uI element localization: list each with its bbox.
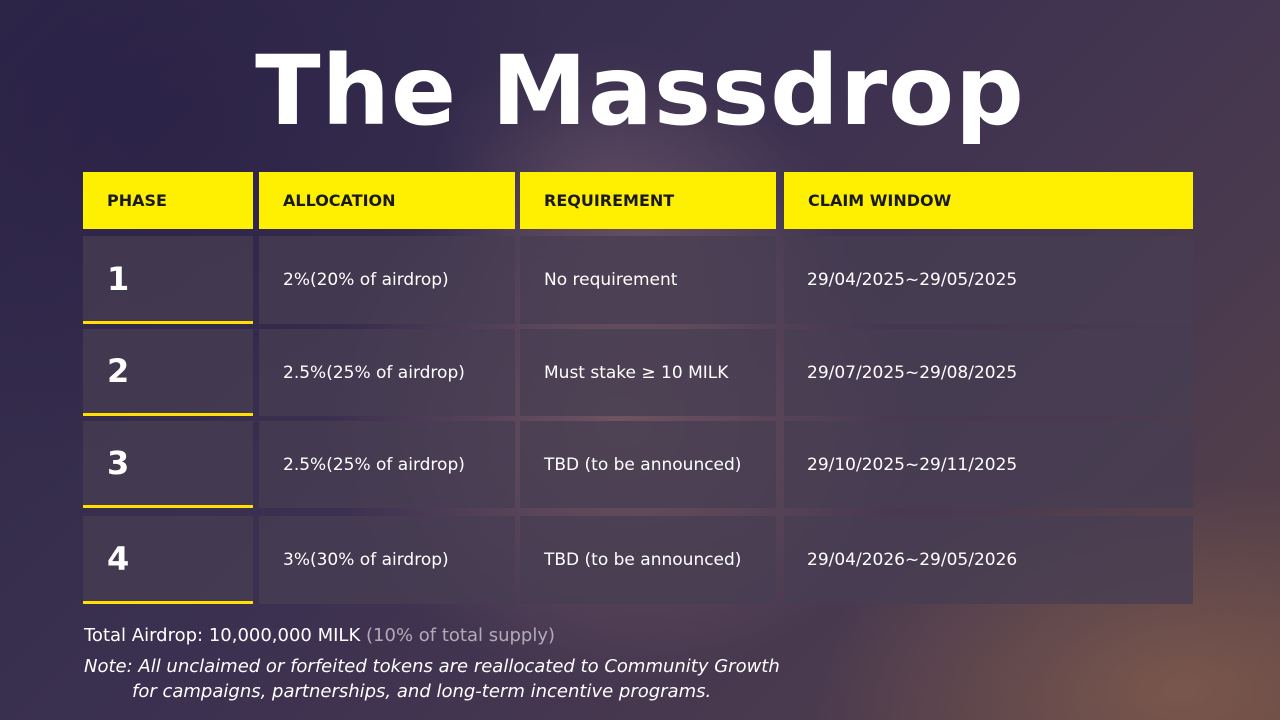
note-line-2: for campaigns, partnerships, and long-te… (132, 681, 712, 702)
table-cell-requirement: TBD (to be announced) (520, 421, 776, 508)
table-cell-claim-window: 29/04/2026~29/05/2026 (784, 516, 1193, 604)
requirement-text: Must stake ≥ 10 MILK (544, 362, 729, 383)
table-cell-allocation: 2%(20% of airdrop) (259, 236, 515, 324)
allocation-text: 2.5%(25% of airdrop) (283, 454, 465, 475)
header-allocation: ALLOCATION (259, 172, 515, 229)
phase-number: 2 (107, 352, 130, 390)
table-cell-allocation: 3%(30% of airdrop) (259, 516, 515, 604)
table-cell-allocation: 2.5%(25% of airdrop) (259, 329, 515, 416)
allocation-text: 2%(20% of airdrop) (283, 270, 449, 290)
requirement-text: TBD (to be announced) (544, 454, 742, 475)
claim-window-text: 29/04/2025~29/05/2025 (807, 270, 1018, 290)
table-cell-allocation: 2.5%(25% of airdrop) (259, 421, 515, 508)
table-cell-claim-window: 29/07/2025~29/08/2025 (784, 329, 1193, 416)
allocation-text: 2.5%(25% of airdrop) (283, 362, 465, 383)
requirement-text: TBD (to be announced) (544, 550, 742, 570)
table-row-phase: 4 (83, 516, 253, 604)
claim-window-text: 29/10/2025~29/11/2025 (807, 454, 1018, 475)
table-cell-claim-window: 29/04/2025~29/05/2025 (784, 236, 1193, 324)
table-cell-requirement: No requirement (520, 236, 776, 324)
table-cell-claim-window: 29/10/2025~29/11/2025 (784, 421, 1193, 508)
header-requirement: REQUIREMENT (520, 172, 776, 229)
requirement-text: No requirement (544, 270, 678, 290)
table-row-phase: 3 (83, 421, 253, 508)
total-supply-note: (10% of total supply) (366, 625, 556, 646)
total-airdrop: Total Airdrop: 10,000,000 MILK (10% of t… (84, 624, 555, 648)
page-title: The Massdrop (255, 35, 1025, 147)
note-line-1: Note: All unclaimed or forfeited tokens … (84, 656, 780, 677)
table-cell-requirement: Must stake ≥ 10 MILK (520, 329, 776, 416)
table-cell-requirement: TBD (to be announced) (520, 516, 776, 604)
total-airdrop-label: Total Airdrop: 10,000,000 MILK (84, 625, 361, 646)
claim-window-text: 29/07/2025~29/08/2025 (807, 362, 1018, 383)
phase-number: 1 (107, 259, 130, 298)
claim-window-text: 29/04/2026~29/05/2026 (807, 550, 1018, 570)
header-phase: PHASE (83, 172, 253, 229)
phase-number: 4 (107, 539, 130, 578)
phase-number: 3 (107, 444, 130, 482)
note: Note: All unclaimed or forfeited tokens … (84, 654, 844, 704)
table-row-phase: 1 (83, 236, 253, 324)
header-claim-window: CLAIM WINDOW (784, 172, 1193, 229)
allocation-text: 3%(30% of airdrop) (283, 550, 449, 570)
table-row-phase: 2 (83, 329, 253, 416)
